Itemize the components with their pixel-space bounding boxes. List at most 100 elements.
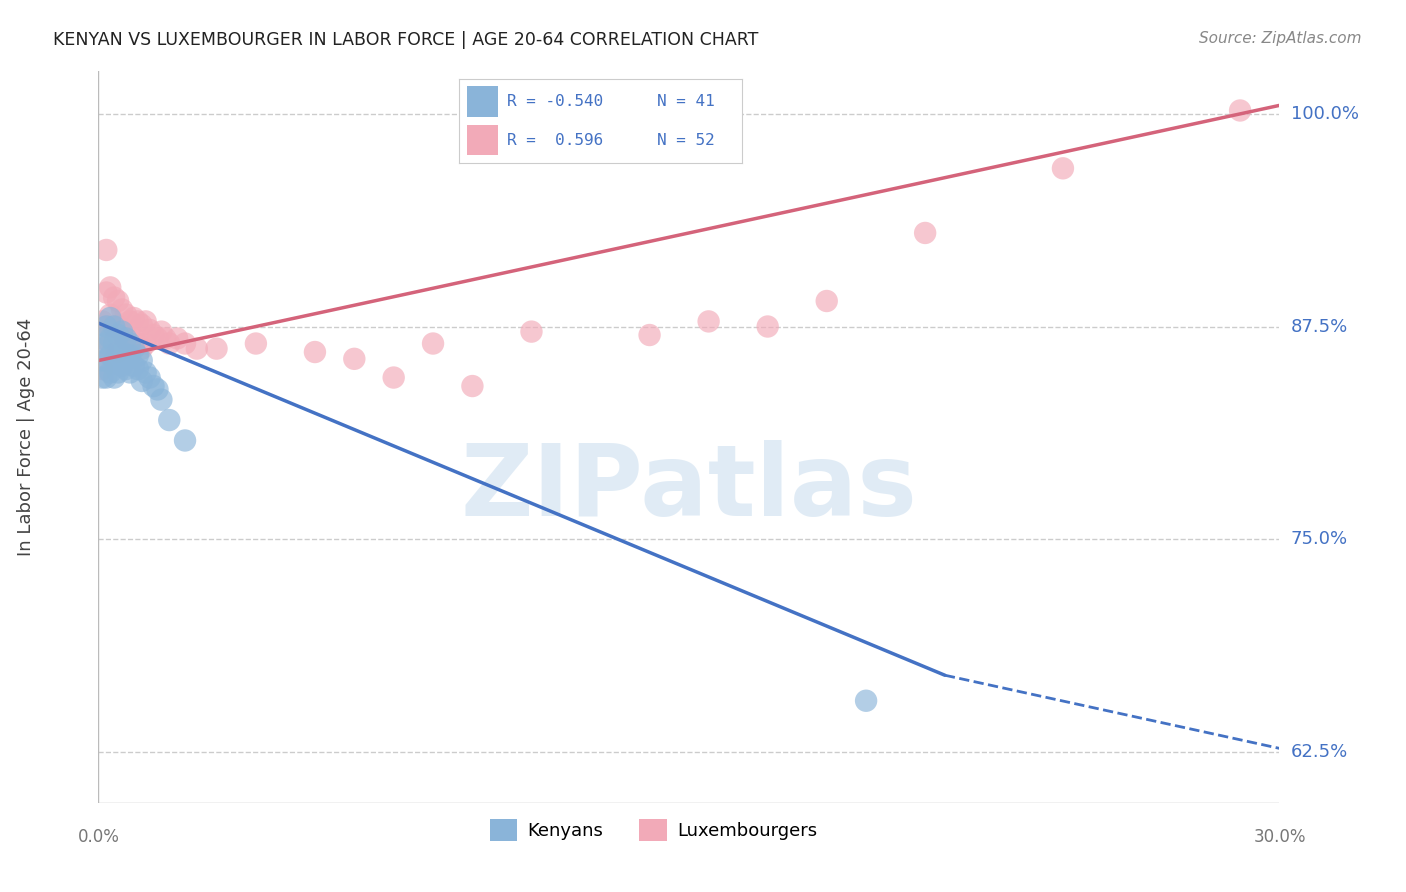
Point [855,694,877,708]
Point [98,308,121,322]
Point [91,342,114,356]
Point [98,311,121,326]
Point [142,379,165,393]
Point [96,243,118,257]
Point [205,342,228,356]
Point [96,370,118,384]
Point [146,331,169,345]
Point [131,353,153,368]
Point [122,342,145,356]
Point [118,336,141,351]
Point [98,348,121,362]
Point [98,331,121,345]
Point [1052,161,1074,176]
Point [111,302,134,317]
Point [174,336,197,351]
Point [96,319,118,334]
Point [91,331,114,345]
Point [146,383,169,397]
Text: KENYAN VS LUXEMBOURGER IN LABOR FORCE | AGE 20-64 CORRELATION CHART: KENYAN VS LUXEMBOURGER IN LABOR FORCE | … [53,31,759,49]
Point [131,342,153,356]
Point [111,359,134,373]
Point [96,353,118,368]
Text: ZIPatlas: ZIPatlas [461,440,917,537]
Point [127,314,149,328]
Point [155,331,177,345]
Point [157,413,180,427]
Point [304,345,326,359]
Point [815,293,838,308]
Point [98,366,121,380]
Point [157,336,180,351]
Point [111,345,134,359]
Point [118,348,141,362]
Point [166,331,188,345]
Point [91,362,114,376]
Point [520,325,543,339]
Point [186,342,208,356]
Point [103,370,125,384]
Point [91,314,114,328]
Text: 87.5%: 87.5% [1291,318,1348,335]
Point [697,314,720,328]
Point [111,328,134,343]
Point [107,319,129,334]
Point [98,336,121,351]
Point [142,328,165,343]
Point [150,392,173,407]
Point [343,351,366,366]
Point [135,336,157,351]
Text: 75.0%: 75.0% [1291,530,1348,549]
Point [150,325,173,339]
Point [127,336,149,351]
Text: Source: ZipAtlas.com: Source: ZipAtlas.com [1198,31,1361,46]
Point [96,319,118,334]
Point [107,366,129,380]
Point [91,353,114,368]
Point [138,323,160,337]
Point [756,319,779,334]
Point [122,359,145,373]
Point [98,280,121,294]
Text: In Labor Force | Age 20-64: In Labor Force | Age 20-64 [17,318,35,557]
Point [115,331,138,345]
Point [135,366,157,380]
Point [122,331,145,345]
Point [107,345,129,359]
Point [118,366,141,380]
Point [422,336,444,351]
Text: 62.5%: 62.5% [1291,743,1348,761]
Point [245,336,267,351]
Point [103,319,125,334]
Point [103,319,125,334]
Point [107,328,129,343]
Point [111,325,134,339]
Point [115,362,138,376]
Text: 100.0%: 100.0% [1291,105,1358,123]
Point [122,311,145,326]
Point [1229,103,1251,118]
Point [96,285,118,300]
Point [127,348,149,362]
Point [115,308,138,322]
Point [91,370,114,384]
Point [96,336,118,351]
Point [138,370,160,384]
Point [127,362,149,376]
Point [118,314,141,328]
Point [135,314,157,328]
Point [131,318,153,332]
Point [103,353,125,368]
Point [103,336,125,351]
Point [914,226,936,240]
Point [174,434,197,448]
Point [107,293,129,308]
Point [131,374,153,388]
Point [103,291,125,305]
Point [107,348,129,362]
Text: 30.0%: 30.0% [1253,828,1306,846]
Point [382,370,405,384]
Legend: Kenyans, Luxembourgers: Kenyans, Luxembourgers [482,812,825,848]
Text: 0.0%: 0.0% [77,828,120,846]
Point [115,331,138,345]
